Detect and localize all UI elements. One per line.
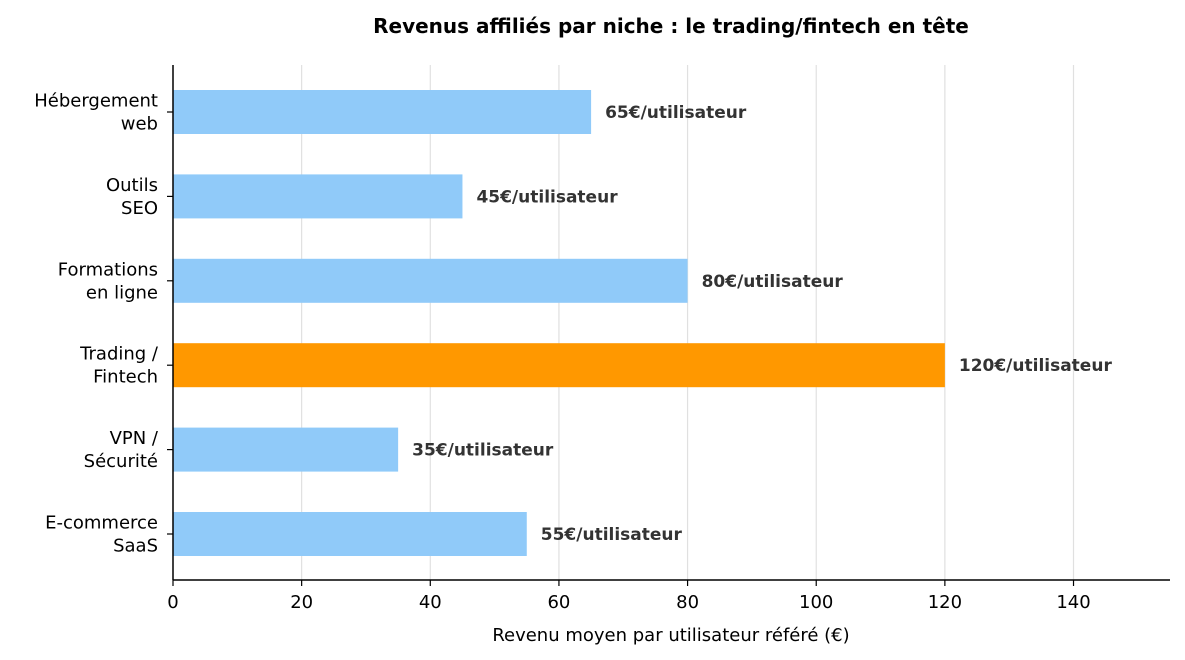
- bar: [173, 343, 945, 388]
- category-label: Outils: [106, 175, 158, 196]
- grid: [301, 65, 1075, 580]
- bar: [173, 427, 399, 472]
- category-label: Trading /: [79, 344, 159, 365]
- x-tick-label: 140: [1056, 592, 1090, 613]
- category-label: SaaS: [113, 536, 158, 557]
- x-tick-label: 100: [799, 592, 833, 613]
- category-label: Sécurité: [84, 451, 158, 472]
- bar: [173, 174, 463, 219]
- data-label: 35€/utilisateur: [412, 441, 554, 461]
- x-axis-label: Revenu moyen par utilisateur référé (€): [492, 625, 849, 646]
- data-label: 45€/utilisateur: [476, 187, 618, 207]
- category-label: Fintech: [93, 367, 158, 388]
- x-tick-label: 20: [290, 592, 313, 613]
- x-tick-label: 120: [928, 592, 962, 613]
- bar: [173, 90, 592, 134]
- x-tick-label: 60: [547, 592, 570, 613]
- bar: [173, 258, 688, 303]
- chart-title: Revenus affiliés par niche : le trading/…: [373, 14, 969, 38]
- data-labels: 65€/utilisateur 45€/utilisateur 80€/utilis…: [412, 103, 1112, 545]
- x-tick-label: 40: [419, 592, 442, 613]
- category-label: web: [121, 114, 158, 135]
- data-label: 120€/utilisateur: [959, 356, 1113, 376]
- bar: [173, 512, 527, 556]
- x-ticks: 0 20 40 60 80 100 120 140: [167, 580, 1091, 613]
- x-tick-label: 80: [676, 592, 699, 613]
- data-label: 65€/utilisateur: [605, 103, 747, 123]
- axes: [172, 65, 1170, 581]
- data-label: 55€/utilisateur: [541, 525, 683, 545]
- x-tick-label: 0: [167, 592, 178, 613]
- category-label: E-commerce: [45, 513, 158, 534]
- category-label: Formations: [58, 259, 158, 280]
- category-label: SEO: [121, 198, 158, 219]
- category-label: en ligne: [86, 282, 158, 303]
- data-label: 80€/utilisateur: [702, 272, 844, 292]
- category-label: VPN /: [110, 428, 159, 449]
- bars: [173, 90, 945, 556]
- category-label: Hébergement: [34, 91, 158, 112]
